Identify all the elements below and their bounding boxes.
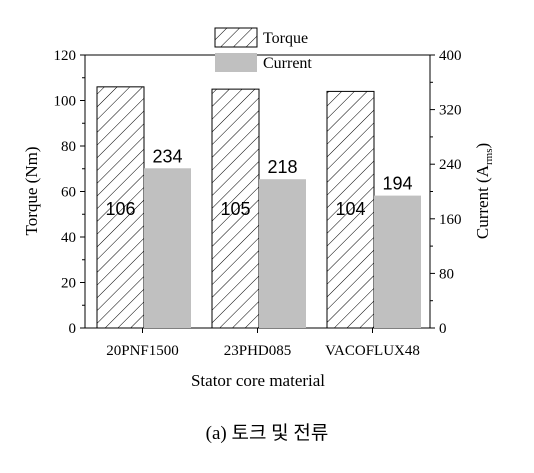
data-label-torque-0: 106 — [105, 199, 135, 219]
data-label-current-1: 218 — [267, 157, 297, 177]
data-label-current-0: 234 — [152, 146, 182, 166]
x-tick-label-0: 20PNF1500 — [106, 343, 179, 359]
bar-chart: 106 234 105 218 104 194 0 20 40 60 80 100 120 0 80 16… — [22, 27, 495, 390]
left-tick-label-4: 80 — [61, 139, 76, 155]
data-label-torque-1: 105 — [220, 199, 250, 219]
bar-current-0 — [144, 168, 191, 328]
legend-label-torque: Torque — [263, 30, 308, 47]
left-tick-label-5: 100 — [54, 94, 77, 110]
bar-current-2 — [374, 195, 421, 328]
x-axis-title: Stator core material — [191, 371, 325, 390]
right-tick-label-0: 0 — [439, 321, 447, 337]
figure-caption: (a) 토크 및 전류 — [205, 423, 329, 444]
left-axis-title: Torque (Nm) — [22, 147, 41, 236]
legend-label-current: Current — [263, 55, 312, 72]
x-tick-label-2: VACOFLUX48 — [325, 343, 420, 359]
right-tick-label-1: 80 — [439, 266, 454, 282]
data-label-torque-2: 104 — [335, 199, 365, 219]
bar-torque-0 — [96, 86, 145, 329]
right-axis-title-subscript: rms — [483, 149, 495, 166]
right-tick-label-3: 240 — [439, 157, 462, 173]
legend-swatch-current — [215, 53, 257, 72]
left-tick-label-2: 40 — [61, 230, 76, 246]
right-axis-title: Current (Arms) — [473, 143, 495, 239]
left-tick-label-0: 0 — [69, 321, 77, 337]
left-tick-label-3: 60 — [61, 185, 76, 201]
left-tick-label-6: 120 — [54, 48, 77, 64]
data-label-current-2: 194 — [382, 174, 412, 194]
legend-swatch-torque — [214, 27, 258, 48]
left-tick-label-1: 20 — [61, 276, 76, 292]
right-tick-label-2: 160 — [439, 212, 462, 228]
x-tick-label-1: 23PHD085 — [224, 343, 292, 359]
legend: Torque Current — [214, 27, 312, 72]
right-tick-label-4: 320 — [439, 103, 462, 119]
bar-torque-1 — [211, 88, 260, 329]
bar-current-1 — [259, 179, 306, 328]
right-tick-label-5: 400 — [439, 48, 462, 64]
